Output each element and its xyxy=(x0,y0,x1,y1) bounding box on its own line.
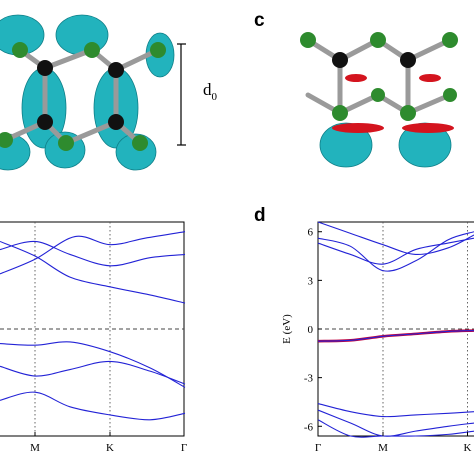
band-line xyxy=(317,409,474,437)
band-line xyxy=(0,360,186,385)
band-line-projected xyxy=(317,329,474,343)
band-structure-d: 6 3 0 -3 -6Γ M K E (eV) xyxy=(281,221,474,454)
cl-atom xyxy=(370,32,386,48)
band-line xyxy=(0,231,186,275)
c-atom xyxy=(400,52,416,68)
y-tick-label: 3 xyxy=(308,275,314,287)
height-bracket xyxy=(177,43,186,146)
isosurface-red xyxy=(332,123,384,133)
cl-atom xyxy=(300,32,316,48)
cl-atom xyxy=(332,105,348,121)
x-tick-label: Γ xyxy=(181,442,187,454)
c-atom xyxy=(108,114,124,130)
structure-c xyxy=(300,32,458,168)
cl-atom xyxy=(443,88,457,102)
isosurface-lobe xyxy=(55,14,109,56)
band-line xyxy=(0,391,186,421)
isosurface-lobe xyxy=(398,122,452,168)
x-tick-label: M xyxy=(378,442,388,454)
x-tick-label: M xyxy=(30,442,40,454)
cl-atom xyxy=(58,135,74,151)
cl-atom xyxy=(132,135,148,151)
isosurface-lobe xyxy=(319,122,373,168)
isosurface-red xyxy=(345,74,367,82)
y-tick-label: -3 xyxy=(304,373,314,385)
y-tick-label: -6 xyxy=(304,421,314,433)
band-line xyxy=(0,240,186,267)
band-line xyxy=(317,403,474,418)
panel-label-c: c xyxy=(254,10,265,31)
cl-atom xyxy=(442,32,458,48)
y-axis-label: E (eV) xyxy=(281,314,293,344)
isosurface-red xyxy=(419,74,441,82)
cl-atom xyxy=(150,42,166,58)
band-line xyxy=(317,237,474,265)
c-atom xyxy=(37,60,53,76)
height-label: d0 xyxy=(203,80,218,103)
band-line xyxy=(0,341,186,388)
band-line xyxy=(317,419,474,438)
cl-atom xyxy=(400,105,416,121)
cl-atom xyxy=(84,42,100,58)
y-tick-label: 0 xyxy=(308,324,314,336)
c-atom xyxy=(332,52,348,68)
band-line xyxy=(317,231,474,272)
isosurface-red xyxy=(402,123,454,133)
y-tick-label: 6 xyxy=(308,227,314,239)
structure-b: d0 xyxy=(0,14,218,171)
x-tick-label: Γ xyxy=(315,442,321,454)
x-tick-label: K xyxy=(464,442,472,454)
x-tick-label: K xyxy=(106,442,114,454)
cl-atom xyxy=(371,88,385,102)
band-line xyxy=(0,240,186,304)
panel-label-d: d xyxy=(254,205,266,226)
c-atom xyxy=(108,62,124,78)
c-atom xyxy=(37,114,53,130)
cl-atom xyxy=(0,132,13,148)
band-line xyxy=(317,330,474,342)
band-line xyxy=(317,221,474,255)
cl-atom xyxy=(12,42,28,58)
